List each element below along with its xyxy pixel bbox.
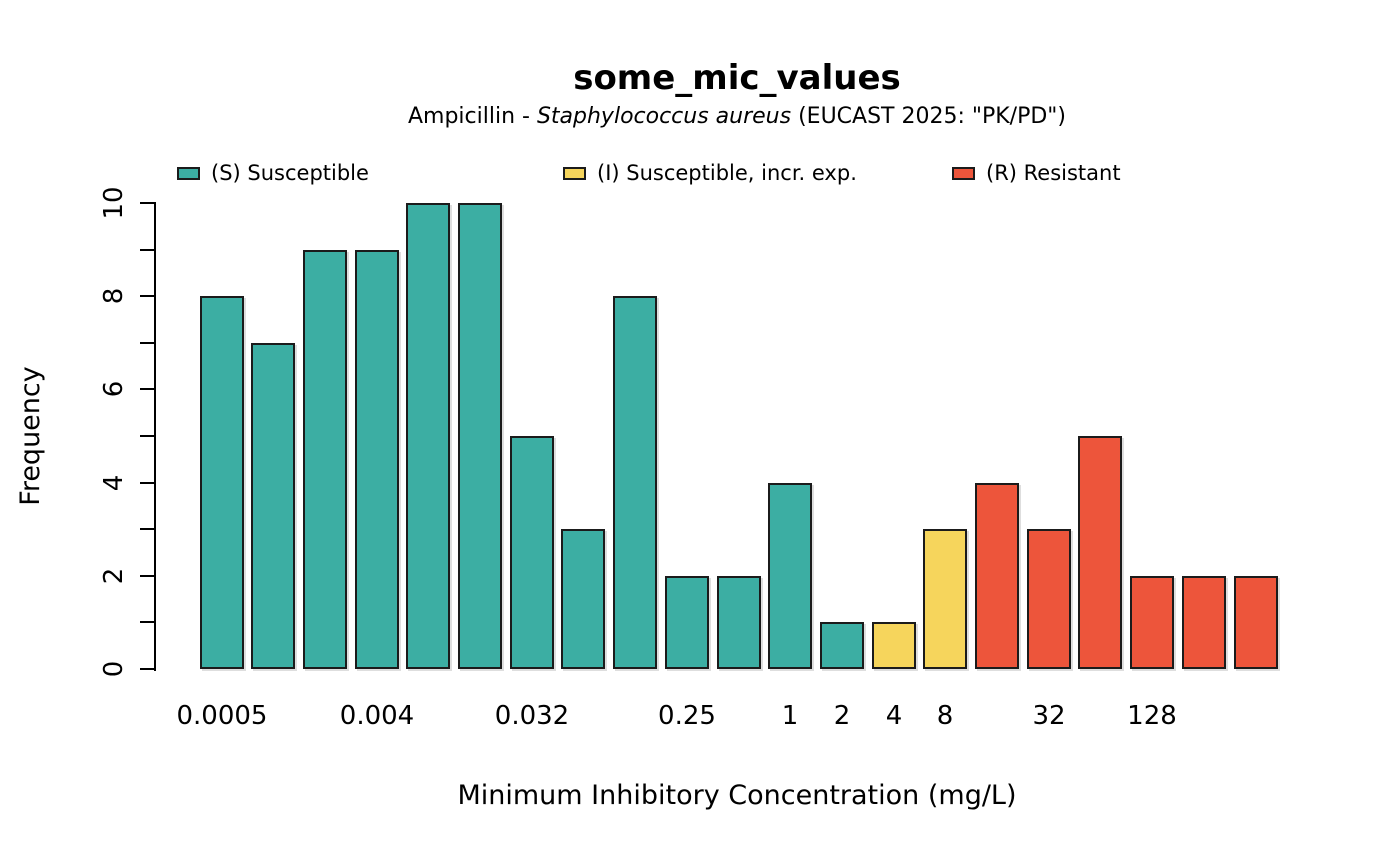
legend-swatch-s	[177, 166, 200, 180]
legend-item-i: (I) Susceptible, incr. exp.	[563, 161, 857, 185]
y-axis-tick	[140, 342, 154, 344]
y-axis-tick-label: 6	[99, 380, 129, 398]
bar	[923, 529, 967, 669]
bar	[1130, 576, 1174, 669]
y-axis-tick	[140, 295, 154, 297]
y-axis-tick-label: 2	[99, 567, 129, 585]
chart-subtitle: Ampicillin - Staphylococcus aureus (EUCA…	[199, 104, 1275, 129]
y-axis-tick	[140, 668, 154, 670]
x-axis-tick-label: 2	[833, 701, 851, 731]
y-axis-line	[154, 202, 156, 671]
legend: (S) Susceptible (I) Susceptible, incr. ex…	[0, 161, 1400, 191]
subtitle-species-italic: Staphylococcus aureus	[536, 104, 792, 129]
bar	[251, 343, 295, 669]
bar	[355, 250, 399, 669]
y-axis-tick	[140, 202, 154, 204]
y-axis-tick	[140, 249, 154, 251]
bar	[561, 529, 605, 669]
legend-swatch-i	[563, 166, 586, 180]
bar	[303, 250, 347, 669]
legend-label: (R) Resistant	[986, 161, 1121, 185]
bar	[768, 483, 812, 669]
x-axis-tick-label: 8	[936, 701, 954, 731]
x-axis-tick-label: 1	[781, 701, 799, 731]
legend-item-s: (S) Susceptible	[177, 161, 369, 185]
bar	[613, 296, 657, 669]
y-axis-tick	[140, 621, 154, 623]
y-axis-tick	[140, 528, 154, 530]
y-axis-tick-label: 8	[99, 287, 129, 305]
bar	[200, 296, 244, 669]
bar	[1182, 576, 1226, 669]
bar	[406, 203, 450, 669]
bar	[458, 203, 502, 669]
bar	[975, 483, 1019, 669]
x-axis-tick-label: 0.004	[339, 701, 415, 731]
bar	[1234, 576, 1278, 669]
bar	[872, 622, 916, 669]
x-axis-tick-label: 0.032	[494, 701, 570, 731]
legend-label: (S) Susceptible	[211, 161, 369, 185]
x-axis-tick-label: 0.0005	[176, 701, 268, 731]
x-axis-tick-label: 4	[885, 701, 903, 731]
bar	[717, 576, 761, 669]
x-axis-tick-label: 128	[1127, 701, 1177, 731]
y-axis-tick	[140, 435, 154, 437]
bar	[820, 622, 864, 669]
subtitle-text: Ampicillin -	[407, 104, 537, 129]
bar	[1078, 436, 1122, 669]
bar	[665, 576, 709, 669]
y-axis-tick	[140, 575, 154, 577]
y-axis-tick-label: 10	[99, 186, 129, 220]
y-axis-tick	[140, 482, 154, 484]
x-axis-tick-label: 0.25	[658, 701, 716, 731]
bar	[1027, 529, 1071, 669]
y-axis-tick-label: 4	[99, 474, 129, 492]
x-axis-tick-label: 32	[1032, 701, 1066, 731]
bar	[510, 436, 554, 669]
subtitle-text: (EUCAST 2025: "PK/PD")	[791, 104, 1067, 129]
legend-item-r: (R) Resistant	[952, 161, 1121, 185]
chart-title: some_mic_values	[573, 58, 901, 98]
legend-swatch-r	[952, 166, 975, 180]
x-axis-title: Minimum Inhibitory Concentration (mg/L)	[457, 780, 1017, 811]
legend-label: (I) Susceptible, incr. exp.	[597, 161, 857, 185]
y-axis-tick-label: 0	[99, 660, 129, 678]
y-axis-tick	[140, 388, 154, 390]
